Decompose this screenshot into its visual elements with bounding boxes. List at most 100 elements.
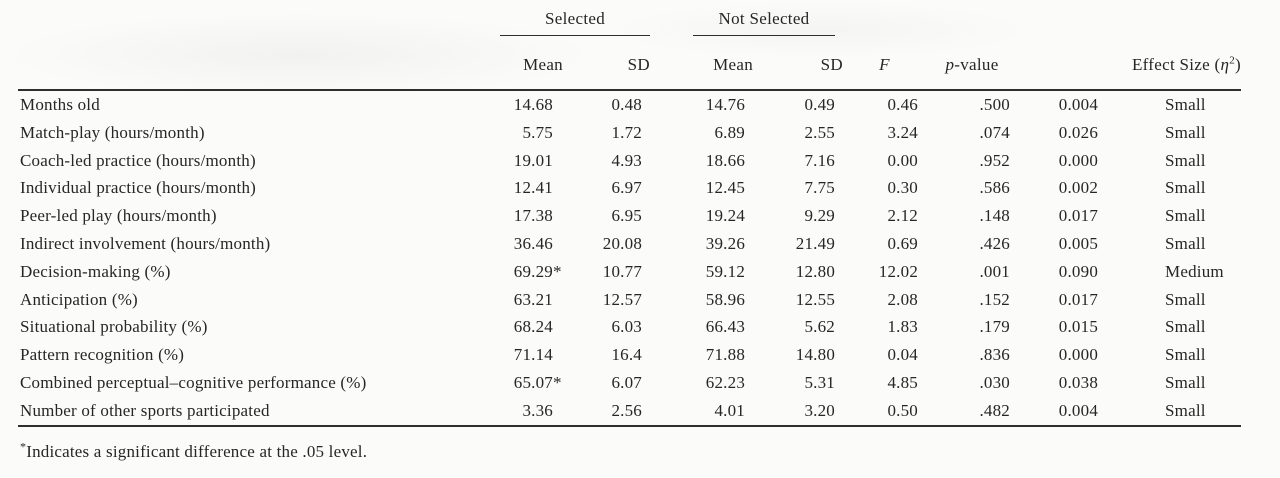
cell-not-selected-mean: 19.24 [705, 206, 746, 226]
group-header-row: Selected Not Selected [18, 0, 1241, 40]
cell-f-statistic: 1.83 [887, 317, 919, 337]
cell-p-value: .179 [979, 317, 1011, 337]
cell-p-value: .426 [979, 233, 1011, 253]
cell-not-selected-mean: 62.23 [705, 372, 746, 392]
cell-selected-sd: 6.03 [611, 317, 643, 337]
header-not-selected-mean: Mean [650, 40, 754, 91]
row-label: Number of other sports participated [18, 396, 458, 427]
column-header-row: Mean SD Mean SD F p-value Effect Size (η… [18, 40, 1242, 91]
footnote-text: Indicates a significant difference at th… [26, 441, 368, 461]
cell-not-selected-sd: 9.29 [804, 206, 836, 226]
table-row: Decision-making (%) 69.29* 10.77 59.12 12.80… [18, 258, 1241, 286]
cell-selected-sd: 6.07 [611, 372, 643, 392]
cell-eta-squared: 0.002 [1058, 178, 1099, 198]
cell-eta-squared: 0.004 [1018, 396, 1109, 427]
cell-selected-mean: 3.36 [458, 396, 563, 427]
corner-empty-cell [18, 0, 458, 40]
table-row: Indirect involvement (hours/month) 36.46 2… [18, 230, 1241, 258]
cell-not-selected-sd: 12.55 [795, 289, 836, 309]
cell-selected-mean: 71.14 [513, 345, 553, 365]
cell-selected-sd: 6.97 [611, 178, 643, 198]
header-effect-size: Effect Size (η2) [1018, 40, 1242, 91]
footnote: *Indicates a significant difference at t… [20, 438, 1280, 462]
cell-effect-magnitude: Small [1165, 178, 1206, 198]
cell-eta-squared: 0.017 [1058, 289, 1099, 309]
cell-p-value: .001 [979, 261, 1011, 281]
table-row: Match-play (hours/month) 5.75 1.72 6.89 2.55… [18, 119, 1241, 147]
cell-effect-magnitude: Small [1165, 150, 1206, 170]
cell-selected-sd: 6.95 [611, 206, 643, 226]
cell-not-selected-mean: 6.89 [714, 122, 746, 142]
cell-selected-sd: 0.48 [611, 95, 643, 114]
table-row: Individual practice (hours/month) 12.41 6.… [18, 174, 1241, 202]
cell-selected-mean: 5.75 [522, 122, 553, 142]
header-f-statistic: F [843, 40, 927, 91]
cell-not-selected-sd: 7.75 [804, 178, 836, 198]
cell-selected-sd: 20.08 [602, 233, 643, 253]
row-label: Match-play (hours/month) [20, 122, 205, 142]
header-not-selected-sd: SD [753, 40, 844, 91]
row-label: Indirect involvement (hours/month) [20, 233, 271, 253]
cell-effect-magnitude: Small [1165, 233, 1206, 253]
cell-f-statistic: 2.12 [887, 206, 919, 226]
row-label: Decision-making (%) [20, 261, 171, 281]
cell-eta-squared: 0.000 [1058, 345, 1099, 365]
cell-effect-magnitude: Small [1165, 289, 1206, 309]
cell-p-value: .586 [979, 178, 1011, 198]
cell-not-selected-sd: 0.49 [804, 95, 836, 114]
cell-selected-mean: 68.24 [513, 317, 553, 337]
cell-eta-squared: 0.017 [1058, 206, 1099, 226]
row-label: Coach-led practice (hours/month) [20, 150, 256, 170]
cell-f-statistic: 0.46 [887, 95, 919, 114]
row-label: Anticipation (%) [20, 289, 138, 309]
cell-effect-magnitude: Small [1108, 396, 1242, 427]
footnote-asterisk: * [20, 438, 27, 453]
table-row: Combined perceptual–cognitive performanc… [18, 369, 1241, 397]
cell-eta-squared: 0.090 [1058, 261, 1099, 281]
cell-not-selected-sd: 5.31 [804, 372, 836, 392]
cell-not-selected-mean: 58.96 [705, 289, 746, 309]
cell-not-selected-sd: 12.80 [795, 261, 836, 281]
table-row: Peer-led play (hours/month) 17.38 6.95 19.2… [18, 202, 1241, 230]
cell-effect-magnitude: Small [1165, 345, 1206, 365]
cell-p-value: .148 [979, 206, 1011, 226]
cell-f-statistic: 0.30 [887, 178, 919, 198]
cell-not-selected-sd: 5.62 [804, 317, 836, 337]
cell-f-statistic: 3.24 [887, 122, 919, 142]
cell-f-statistic: 0.00 [887, 150, 919, 170]
row-label: Combined perceptual–cognitive performanc… [20, 372, 367, 392]
header-p-value: p-value [926, 40, 1019, 91]
cell-eta-squared: 0.005 [1058, 233, 1099, 253]
cell-eta-squared: 0.004 [1058, 95, 1099, 114]
cell-not-selected-mean: 59.12 [705, 261, 746, 281]
group-label-not-selected: Not Selected [718, 9, 810, 28]
cell-selected-sd: 1.72 [611, 122, 643, 142]
row-label: Peer-led play (hours/month) [20, 206, 217, 226]
row-label: Individual practice (hours/month) [20, 178, 257, 198]
cell-not-selected-mean: 14.76 [705, 95, 746, 114]
cell-effect-magnitude: Medium [1165, 261, 1224, 281]
cell-effect-magnitude: Small [1165, 95, 1206, 114]
cell-selected-sd: 12.57 [602, 289, 643, 309]
cell-selected-mean: 63.21 [513, 289, 553, 309]
cell-selected-sd: 4.93 [611, 150, 643, 170]
cell-p-value: .952 [979, 150, 1011, 170]
cell-selected-mean: 12.41 [513, 178, 553, 198]
header-selected-mean: Mean [458, 40, 563, 91]
cell-not-selected-mean: 12.45 [705, 178, 746, 198]
cell-f-statistic: 4.85 [887, 372, 919, 392]
table-row: Coach-led practice (hours/month) 19.01 4.9… [18, 147, 1241, 175]
cell-not-selected-sd: 3.20 [753, 396, 844, 427]
row-label: Situational probability (%) [20, 317, 208, 337]
group-header-not-selected: Not Selected [650, 0, 843, 40]
cell-p-value: .030 [979, 372, 1011, 392]
cell-effect-magnitude: Small [1165, 206, 1206, 226]
cell-p-value: .152 [979, 289, 1011, 309]
header-selected-sd: SD [563, 40, 651, 91]
cell-p-value: .482 [926, 396, 1019, 427]
cell-p-value: .836 [979, 345, 1011, 365]
variable-column-header [18, 40, 458, 91]
table-row: Pattern recognition (%) 71.14 16.4 71.88 14.… [18, 341, 1241, 369]
cell-f-statistic: 0.04 [887, 345, 919, 365]
cell-not-selected-sd: 7.16 [804, 150, 836, 170]
